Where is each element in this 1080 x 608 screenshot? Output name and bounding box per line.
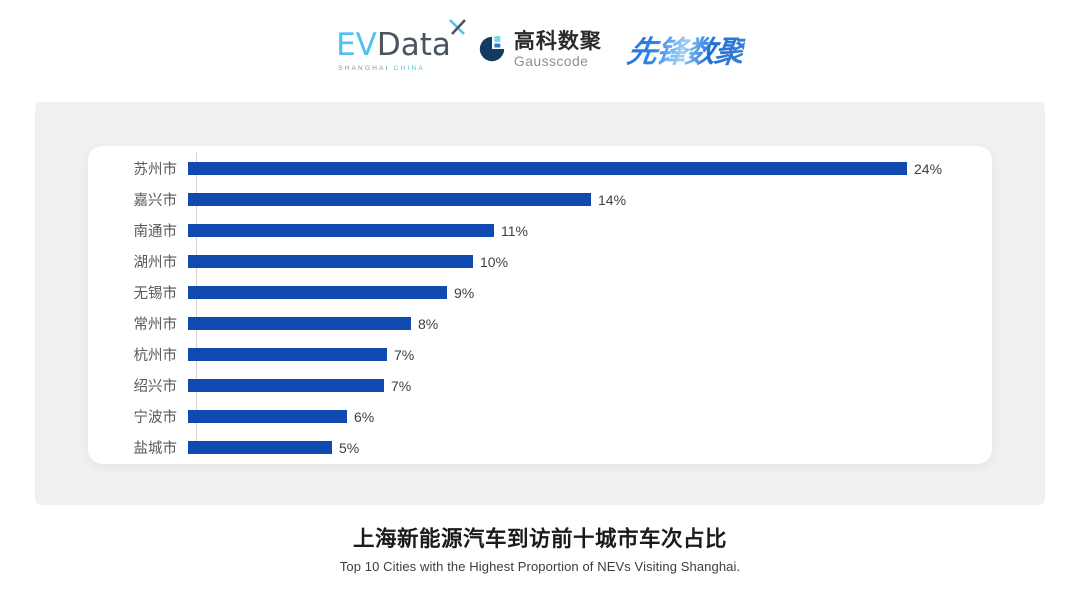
chart-value-label: 6%: [354, 408, 375, 425]
x-cross-icon: [448, 19, 466, 35]
chart-value-label: 11%: [501, 222, 528, 239]
evdata-ev-text: EV: [336, 27, 377, 63]
chart-category-label: 嘉兴市: [133, 193, 178, 209]
chart-bar: [188, 255, 473, 268]
evdata-logo: EV Data SHANGHAI CHINA: [336, 19, 466, 72]
chart-row: 湖州市 10%: [88, 246, 992, 277]
chart-value-label: 9%: [454, 284, 475, 301]
chart-value-label: 5%: [339, 439, 360, 456]
chart-value-label: 8%: [418, 315, 439, 332]
page-title: 上海新能源汽车到访前十城市车次占比: [352, 527, 727, 552]
chart-bar-area: 10%: [188, 246, 992, 277]
gausscode-cn-text: 高科数聚: [513, 28, 602, 53]
chart-category-label: 苏州市: [133, 162, 178, 178]
chart-value-label: 24%: [914, 160, 943, 177]
chart-bar: [188, 317, 411, 330]
g-circle-icon: [477, 34, 507, 64]
chart-bar-area: 11%: [188, 215, 992, 246]
chart-card: 苏州市 24% 嘉兴市 14% 南通市 11% 湖州市 10% 无锡市 9% 常州市 8% 杭州市 7% 绍…: [88, 146, 992, 464]
evdata-tagline-country: CHINA: [393, 65, 425, 72]
evdata-tagline: SHANGHAI CHINA: [338, 65, 425, 72]
chart-titles: 上海新能源汽车到访前十城市车次占比 Top 10 Cities with the…: [0, 527, 1080, 574]
chart-row: 嘉兴市 14%: [88, 184, 992, 215]
chart-row: 常州市 8%: [88, 308, 992, 339]
chart-row: 南通市 11%: [88, 215, 992, 246]
chart-bar-area: 6%: [188, 401, 992, 432]
chart-value-label: 14%: [598, 191, 627, 208]
chart-row: 绍兴市 7%: [88, 370, 992, 401]
chart-value-label: 7%: [394, 346, 415, 363]
chart-bar: [188, 348, 387, 361]
chart-row: 无锡市 9%: [88, 277, 992, 308]
chart-bar: [188, 410, 347, 423]
chart-category-label: 杭州市: [133, 348, 178, 364]
chart-bar-area: 7%: [188, 339, 992, 370]
chart-bar: [188, 224, 494, 237]
gausscode-en-text: Gausscode: [513, 52, 589, 69]
logo-bar: EV Data SHANGHAI CHINA 高科数聚 Gausscode 先锋数…: [0, 0, 1080, 98]
chart-row: 杭州市 7%: [88, 339, 992, 370]
chart-bar-area: 7%: [188, 370, 992, 401]
xianfeng-logo: 先锋数聚: [624, 27, 747, 71]
chart-row: 盐城市 5%: [88, 432, 992, 463]
chart-bar-area: 5%: [188, 432, 992, 463]
evdata-wordmark: EV Data: [336, 19, 466, 63]
chart-category-label: 绍兴市: [133, 379, 178, 395]
chart-bar: [188, 441, 332, 454]
chart-category-label: 无锡市: [133, 286, 178, 302]
chart-bar: [188, 379, 384, 392]
bar-chart: 苏州市 24% 嘉兴市 14% 南通市 11% 湖州市 10% 无锡市 9% 常州市 8% 杭州市 7% 绍…: [88, 146, 992, 464]
chart-rows: 苏州市 24% 嘉兴市 14% 南通市 11% 湖州市 10% 无锡市 9% 常州市 8% 杭州市 7% 绍…: [88, 153, 992, 463]
chart-bar: [188, 193, 591, 206]
chart-bar: [188, 162, 907, 175]
chart-category-label: 湖州市: [133, 255, 178, 271]
chart-value-label: 7%: [391, 377, 412, 394]
page-subtitle: Top 10 Cities with the Highest Proportio…: [339, 558, 741, 574]
chart-bar-area: 9%: [188, 277, 992, 308]
chart-category-label: 常州市: [133, 317, 178, 333]
chart-category-label: 盐城市: [133, 441, 178, 457]
chart-row: 宁波市 6%: [88, 401, 992, 432]
chart-category-label: 宁波市: [133, 410, 178, 426]
chart-bar-area: 24%: [188, 153, 992, 184]
evdata-data-text: Data: [376, 27, 451, 63]
evdata-tagline-city: SHANGHAI: [338, 65, 390, 72]
chart-bar-area: 14%: [188, 184, 992, 215]
chart-bar-area: 8%: [188, 308, 992, 339]
chart-category-label: 南通市: [133, 224, 178, 240]
gausscode-logo: 高科数聚 Gausscode: [477, 28, 602, 69]
chart-value-label: 10%: [480, 253, 509, 270]
gausscode-text: 高科数聚 Gausscode: [513, 28, 602, 69]
chart-row: 苏州市 24%: [88, 153, 992, 184]
chart-bar: [188, 286, 447, 299]
